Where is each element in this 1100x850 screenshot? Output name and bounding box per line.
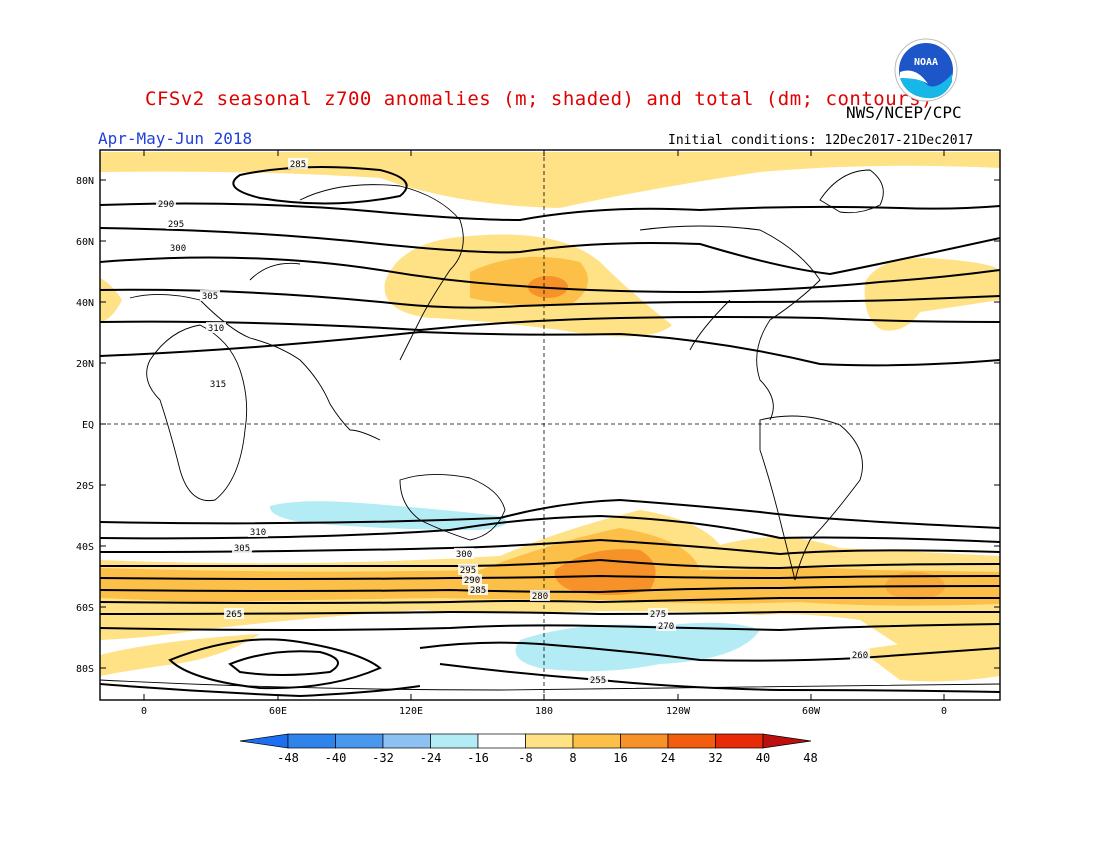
lon-label: 180 — [535, 706, 553, 717]
colorbar-label: 8 — [569, 751, 576, 765]
colorbar-label: 16 — [613, 751, 627, 765]
lat-label: EQ — [82, 420, 94, 431]
contour-label: 270 — [658, 622, 674, 632]
contour-label-bg — [458, 564, 478, 575]
colorbar-swatch — [715, 733, 764, 749]
contour-label: 295 — [168, 220, 184, 230]
colorbar-swatch — [287, 733, 336, 749]
colorbar: -48 -40 -32 -24 -16 -8 8 16 24 32 40 48 — [239, 733, 818, 765]
contour-label-bg — [462, 574, 482, 585]
contour-label: 285 — [290, 160, 306, 170]
contour-label-bg — [208, 378, 228, 389]
lat-label: 40S — [76, 542, 94, 553]
colorbar-swatch — [477, 733, 526, 749]
initial-conditions-label: Initial conditions: 12Dec2017-21Dec2017 — [668, 133, 974, 148]
agency-label: NWS/NCEP/CPC — [846, 103, 962, 122]
longitude-ticks: 0 60E 120E 180 120W 60W 0 — [141, 150, 947, 717]
contour-label: 300 — [170, 244, 186, 254]
lon-label: 60E — [269, 706, 287, 717]
colorbar-swatch — [382, 733, 431, 749]
contour-label-bg — [168, 242, 188, 253]
colorbar-low-arrow — [239, 733, 289, 749]
lon-label: 60W — [802, 706, 821, 717]
colorbar-swatch — [572, 733, 621, 749]
lat-label: 40N — [76, 298, 94, 309]
contour-label: 310 — [208, 324, 224, 334]
contour-label: 295 — [460, 566, 476, 576]
contour-label-bg — [656, 620, 676, 631]
lon-label: 0 — [141, 706, 147, 717]
contour-label-bg — [468, 584, 488, 595]
lat-label: 80N — [76, 176, 94, 187]
contour-label-bg — [224, 608, 244, 619]
noaa-logo-text: NOAA — [914, 57, 938, 68]
contour-label: 290 — [464, 576, 480, 586]
contour-label: 260 — [852, 651, 868, 661]
noaa-logo-wing — [900, 70, 928, 84]
coastlines — [100, 169, 1000, 691]
contour-label: 310 — [250, 528, 266, 538]
latitude-ticks: 80N 60N 40N 20N EQ 20S 40S 60S 80S — [76, 176, 1000, 675]
contour-label-bg — [850, 649, 870, 660]
contour-label: 305 — [234, 544, 250, 554]
contour-label: 255 — [590, 676, 606, 686]
lon-label: 120E — [399, 706, 423, 717]
colorbar-swatch — [525, 733, 574, 749]
contour-label: 280 — [532, 592, 548, 602]
contour-label: 305 — [202, 292, 218, 302]
colorbar-label: 48 — [803, 751, 817, 765]
height-contours — [100, 165, 1000, 698]
lon-label: 0 — [941, 706, 947, 717]
contour-label-bg — [166, 218, 186, 229]
lat-label: 60N — [76, 237, 94, 248]
lat-label: 20S — [76, 481, 94, 492]
contour-label: 315 — [210, 380, 226, 390]
colorbar-swatch — [667, 733, 716, 749]
noaa-logo: NOAA — [894, 38, 958, 102]
contour-label: 300 — [456, 550, 472, 560]
colorbar-label: -40 — [325, 751, 347, 765]
colorbar-swatch — [430, 733, 479, 749]
colorbar-label: -32 — [372, 751, 394, 765]
contour-label-bg — [156, 198, 176, 209]
contour-label: 285 — [470, 586, 486, 596]
contour-label-bg — [648, 608, 668, 619]
colorbar-swatch — [620, 733, 669, 749]
colorbar-label: -48 — [277, 751, 299, 765]
grid-lines — [100, 150, 1000, 700]
lon-label: 120W — [666, 706, 691, 717]
contour-label-bg — [248, 526, 268, 537]
contour-label-bg — [288, 158, 308, 169]
colorbar-label: 24 — [661, 751, 675, 765]
contour-value-labels: 2852902953003053103153103053002952902852… — [156, 158, 870, 686]
map-frame — [99, 149, 1001, 701]
lat-label: 20N — [76, 359, 94, 370]
contour-label-bg — [200, 290, 220, 301]
colorbar-label: 40 — [756, 751, 770, 765]
lat-label: 80S — [76, 664, 94, 675]
colorbar-high-arrow — [762, 733, 812, 749]
contour-label-bg — [530, 590, 550, 601]
colorbar-label: 32 — [708, 751, 722, 765]
colorbar-swatch — [335, 733, 384, 749]
contour-label: 290 — [158, 200, 174, 210]
colorbar-label: -16 — [467, 751, 489, 765]
season-label: Apr-May-Jun 2018 — [98, 129, 253, 148]
contour-label-bg — [232, 542, 252, 553]
colorbar-label: -24 — [420, 751, 442, 765]
chart-title: CFSv2 seasonal z700 anomalies (m; shaded… — [145, 88, 933, 110]
lat-label: 60S — [76, 603, 94, 614]
contour-label-bg — [206, 322, 226, 333]
contour-label: 275 — [650, 610, 666, 620]
colorbar-label: -8 — [518, 751, 532, 765]
contour-label-bg — [454, 548, 474, 559]
contour-label-bg — [588, 674, 608, 685]
contour-label: 265 — [226, 610, 242, 620]
